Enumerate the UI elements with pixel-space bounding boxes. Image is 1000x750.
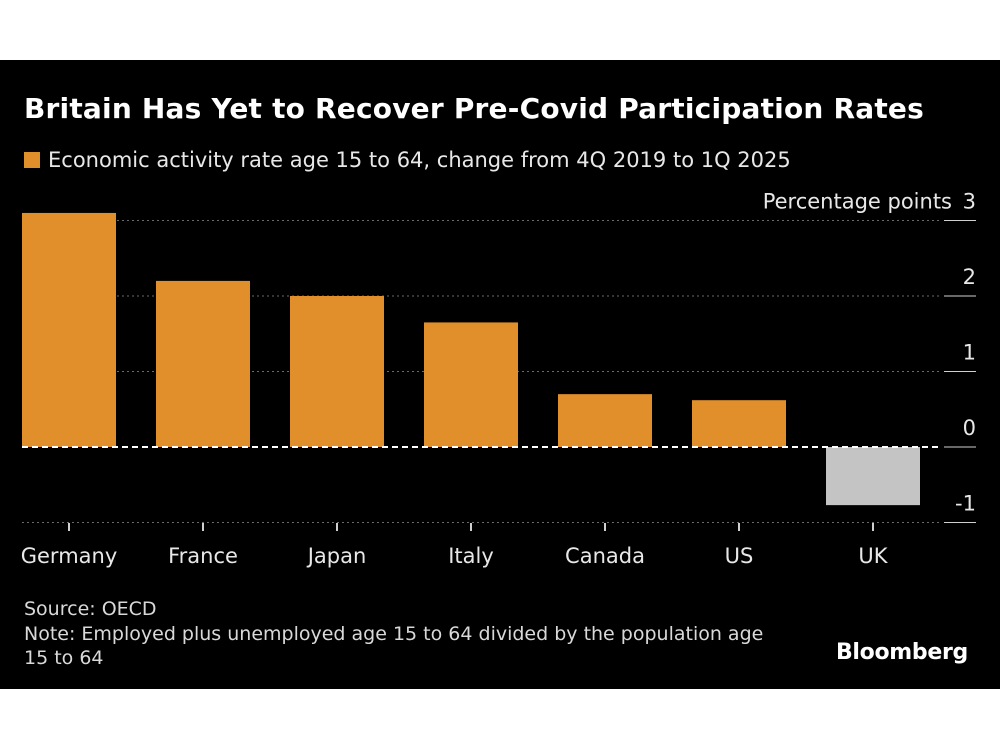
- bar-us: [692, 400, 786, 447]
- x-tick-label: UK: [858, 544, 888, 568]
- x-tick-label: Italy: [448, 544, 494, 568]
- x-tick-label: Germany: [21, 544, 118, 568]
- bar-japan: [290, 296, 384, 447]
- bar-italy: [424, 322, 518, 447]
- legend-swatch: [24, 152, 40, 168]
- y-tick-label: 2: [963, 265, 976, 289]
- bar-uk: [826, 447, 920, 506]
- x-tick-label: US: [725, 544, 754, 568]
- y-tick-label: 0: [963, 416, 976, 440]
- y-tick-label: 3: [963, 190, 976, 214]
- y-tick-label: 1: [963, 341, 976, 365]
- x-tick-label: France: [168, 544, 238, 568]
- bloomberg-logo: Bloomberg: [835, 640, 968, 665]
- y-tick-label: -1: [955, 492, 976, 516]
- source-note: Source: OECD: [24, 598, 157, 620]
- chart-title: Britain Has Yet to Recover Pre-Covid Par…: [24, 92, 924, 125]
- bar-canada: [558, 394, 652, 447]
- bar-germany: [22, 212, 116, 447]
- legend-label: Economic activity rate age 15 to 64, cha…: [48, 148, 791, 172]
- x-tick-label: Japan: [306, 544, 367, 568]
- x-tick-label: Canada: [565, 544, 645, 568]
- legend: Economic activity rate age 15 to 64, cha…: [24, 146, 791, 174]
- y-axis-label: Percentage points: [763, 190, 952, 214]
- bar-france: [156, 280, 250, 447]
- footnote: Note: Employed plus unemployed age 15 to…: [24, 623, 764, 669]
